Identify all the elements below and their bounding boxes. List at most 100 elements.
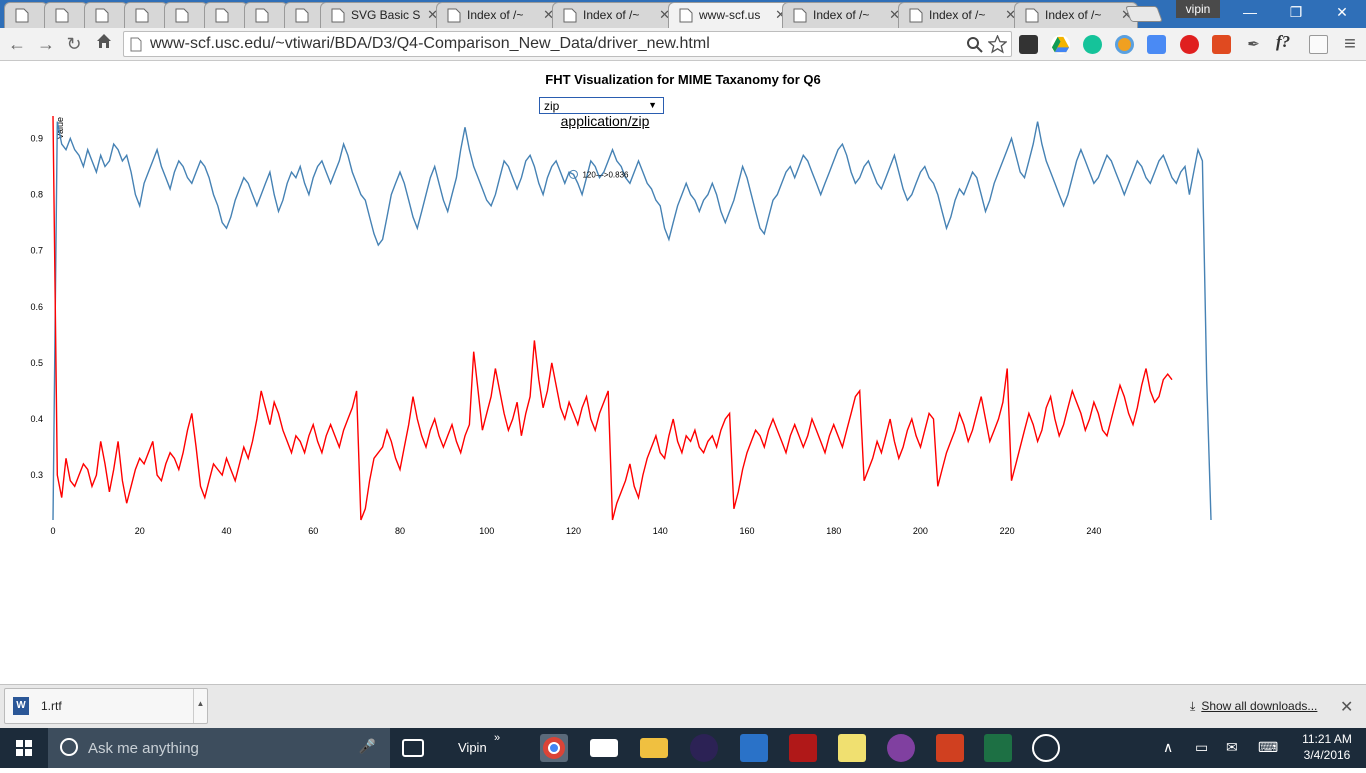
tab-close-icon[interactable]: ✕ — [1005, 7, 1016, 22]
menu-icon[interactable]: ≡ — [1344, 33, 1356, 55]
adblock-icon[interactable] — [1180, 35, 1199, 54]
highlight-point — [568, 169, 578, 179]
cortana-icon — [60, 738, 78, 756]
chevron-icon: » — [494, 732, 501, 744]
url-text: www-scf.usc.edu/~vtiwari/BDA/D3/Q4-Compa… — [150, 35, 710, 52]
tab-12[interactable]: Index of /~ ✕ — [782, 2, 906, 28]
notification-icon[interactable]: ✉ — [1226, 739, 1238, 755]
hover-tooltip: 120--->0.836 — [568, 169, 629, 179]
download-arrow-icon: ⤓ — [1190, 699, 1196, 713]
extension-plus-icon[interactable] — [1212, 35, 1231, 54]
tab-label: SVG Basic S — [351, 8, 421, 22]
x-tick-label: 140 — [653, 526, 668, 536]
office-icon[interactable] — [936, 734, 964, 762]
tab-close-icon[interactable]: ✕ — [659, 7, 670, 22]
document-icon[interactable] — [1309, 35, 1328, 54]
tab-11[interactable]: www-scf.us ✕ — [668, 2, 792, 29]
tab-2[interactable] — [84, 2, 128, 28]
tab-label: Index of /~ — [929, 8, 986, 22]
tab-5[interactable] — [204, 2, 248, 28]
tab-close-icon[interactable]: ✕ — [775, 7, 786, 22]
cortana-search-box[interactable]: Ask me anything 🎤 — [48, 728, 390, 768]
line-chart: 0 20 40 60 80 100 120 140 160 180 200 220 240 0.3 0.4 0… — [30, 115, 1212, 536]
sticky-notes-icon[interactable] — [838, 734, 866, 762]
vipin-toolbar-button[interactable]: Vipin » — [458, 732, 501, 755]
formula-extension-icon[interactable]: f? — [1276, 32, 1291, 51]
clock[interactable]: 11:21 AM 3/4/2016 — [1302, 732, 1352, 762]
page-title: FHT Visualization for MIME Taxanomy for … — [545, 72, 821, 87]
maximize-button[interactable]: ❐ — [1289, 4, 1303, 20]
tab-6[interactable] — [244, 2, 288, 28]
keyboard-icon[interactable]: ⌨ — [1258, 739, 1279, 755]
x-tick-label: 40 — [221, 526, 231, 536]
tab-9[interactable]: Index of /~ ✕ — [436, 2, 560, 28]
x-tick-label: 120 — [566, 526, 581, 536]
reload-button[interactable]: ↻ — [66, 34, 82, 54]
address-bar[interactable]: www-scf.usc.edu/~vtiwari/BDA/D3/Q4-Compa… — [123, 31, 1012, 57]
pocket-icon[interactable] — [1019, 35, 1038, 54]
task-view-icon[interactable] — [402, 739, 424, 757]
tab-0[interactable] — [4, 2, 48, 28]
page-icon — [255, 8, 269, 23]
page-icon — [130, 37, 142, 52]
close-window-button[interactable]: ✕ — [1336, 4, 1348, 20]
tab-3[interactable] — [124, 2, 168, 28]
chrome-icon[interactable] — [540, 734, 568, 762]
timer-icon[interactable] — [1115, 35, 1134, 54]
alarm-icon[interactable] — [1032, 734, 1060, 762]
home-icon — [97, 34, 111, 48]
forward-button[interactable]: → — [37, 34, 55, 54]
microphone-icon[interactable]: 🎤 — [358, 738, 376, 754]
bookmark-star-icon[interactable] — [988, 35, 1007, 54]
drive-icon[interactable] — [1051, 35, 1070, 54]
tab-label: Index of /~ — [813, 8, 870, 22]
tab-4[interactable] — [164, 2, 208, 28]
downloads-bar: W 1.rtf ▲ ⤓ Show all downloads... ✕ — [0, 684, 1366, 728]
x-tick-label: 80 — [395, 526, 405, 536]
tab-10[interactable]: Index of /~ ✕ — [552, 2, 676, 28]
battery-icon[interactable]: ▭ — [1195, 739, 1209, 755]
start-button[interactable] — [0, 728, 48, 768]
tab-close-icon[interactable]: ✕ — [1121, 7, 1132, 22]
show-all-downloads-link[interactable]: ⤓ Show all downloads... — [1190, 699, 1318, 713]
y-tick-label: 0.7 — [30, 246, 43, 256]
tab-close-icon[interactable]: ✕ — [889, 7, 900, 22]
series-line-0 — [52, 121, 1212, 521]
minimize-button[interactable]: — — [1243, 4, 1257, 20]
mail-icon[interactable] — [590, 739, 618, 757]
chart-lines — [52, 115, 1212, 521]
tooltip-text: 120--->0.836 — [582, 170, 629, 179]
eclipse-icon[interactable] — [690, 734, 718, 762]
tab-1[interactable] — [44, 2, 88, 28]
chart-axes: 0 20 40 60 80 100 120 140 160 180 200 220 240 0.3 0.4 0… — [30, 117, 1101, 536]
close-downloads-button[interactable]: ✕ — [1340, 699, 1354, 716]
home-button[interactable] — [92, 32, 116, 56]
profile-button[interactable]: vipin — [1176, 0, 1220, 18]
download-item[interactable]: W 1.rtf ▲ — [4, 688, 208, 724]
windows-logo-icon — [16, 740, 32, 756]
x-tick-label: 200 — [913, 526, 928, 536]
x-tick-label: 180 — [826, 526, 841, 536]
ib-icon — [135, 8, 149, 23]
tab-close-icon[interactable]: ✕ — [427, 7, 438, 22]
grammarly-icon[interactable] — [1083, 35, 1102, 54]
y-tick-label: 0.6 — [30, 302, 43, 312]
tray-chevron-icon[interactable]: ∧ — [1163, 739, 1174, 755]
page-icon — [331, 8, 345, 23]
filezilla-icon[interactable] — [789, 734, 817, 762]
app-icon[interactable] — [740, 734, 768, 762]
dropdown-arrow-icon: ▼ — [648, 100, 657, 110]
tab-close-icon[interactable]: ✕ — [543, 7, 554, 22]
github-icon[interactable] — [887, 734, 915, 762]
zoom-search-icon[interactable] — [966, 36, 983, 53]
file-explorer-icon[interactable] — [640, 738, 668, 758]
tab-8[interactable]: SVG Basic S ✕ — [320, 2, 444, 28]
excel-icon[interactable] — [984, 734, 1012, 762]
mime-type-select[interactable]: zip ▼ — [539, 97, 664, 114]
tab-14[interactable]: Index of /~ ✕ — [1014, 2, 1138, 28]
back-button[interactable]: ← — [8, 34, 26, 54]
download-menu-button[interactable]: ▲ — [193, 689, 207, 723]
y-tick-label: 0.5 — [30, 358, 43, 368]
translate-icon[interactable] — [1147, 35, 1166, 54]
eyedropper-icon[interactable]: ✒ — [1247, 36, 1260, 53]
